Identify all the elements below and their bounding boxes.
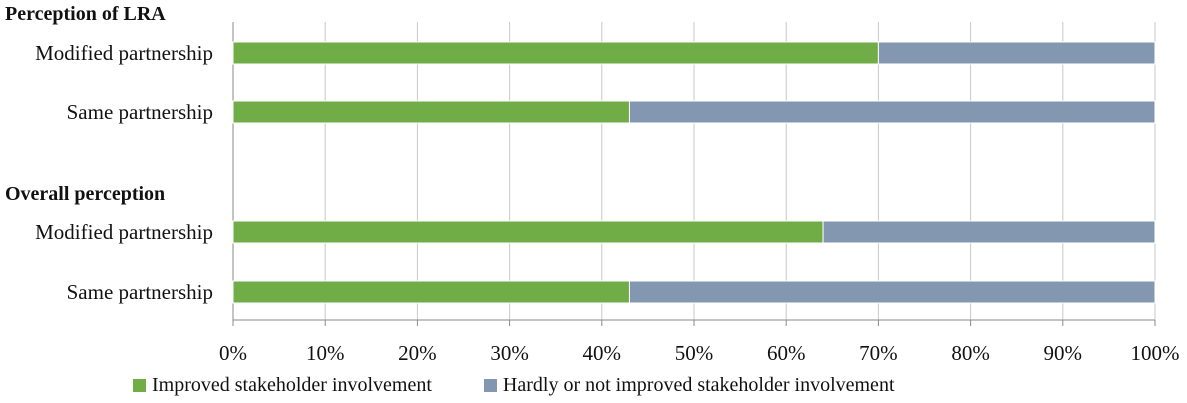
x-tick-label: 90%	[1044, 341, 1083, 365]
bar-segment-improved	[232, 41, 879, 65]
x-tick-label: 30%	[490, 341, 529, 365]
x-tick-label: 40%	[583, 341, 622, 365]
legend-label-not-improved: Hardly or not improved stakeholder invol…	[502, 374, 895, 396]
legend-swatch-not-improved	[483, 379, 497, 392]
legend-item-improved: Improved stakeholder involvement	[133, 374, 432, 397]
bar-segment-improved	[232, 280, 630, 304]
category-label: Modified partnership	[35, 220, 213, 244]
x-tick-label: 10%	[306, 341, 345, 365]
group-heading: Perception of LRA	[5, 3, 166, 25]
bar-segment-not-improved	[628, 100, 1156, 124]
category-label: Same partnership	[67, 100, 213, 124]
bar-segment-not-improved	[877, 41, 1156, 65]
x-tick-label: 60%	[767, 341, 806, 365]
bar-segment-improved	[232, 220, 824, 244]
legend-swatch-improved	[133, 379, 146, 392]
x-tick-label: 80%	[951, 341, 990, 365]
x-tick-label: 100%	[1131, 341, 1180, 365]
legend-label-improved: Improved stakeholder involvement	[152, 374, 432, 396]
bar-segment-not-improved	[628, 280, 1156, 304]
legend-item-not-improved: Hardly or not improved stakeholder invol…	[483, 374, 895, 397]
bar-segment-improved	[232, 100, 630, 124]
x-tick-label: 20%	[398, 341, 437, 365]
x-tick-label: 50%	[675, 341, 714, 365]
category-label: Same partnership	[67, 280, 213, 304]
legend: Improved stakeholder involvement Hardly …	[133, 374, 947, 397]
category-label: Modified partnership	[35, 41, 213, 65]
group-heading: Overall perception	[5, 183, 165, 205]
bar-segment-not-improved	[822, 220, 1156, 244]
x-tick-label: 70%	[859, 341, 898, 365]
x-tick-label: 0%	[219, 341, 247, 365]
